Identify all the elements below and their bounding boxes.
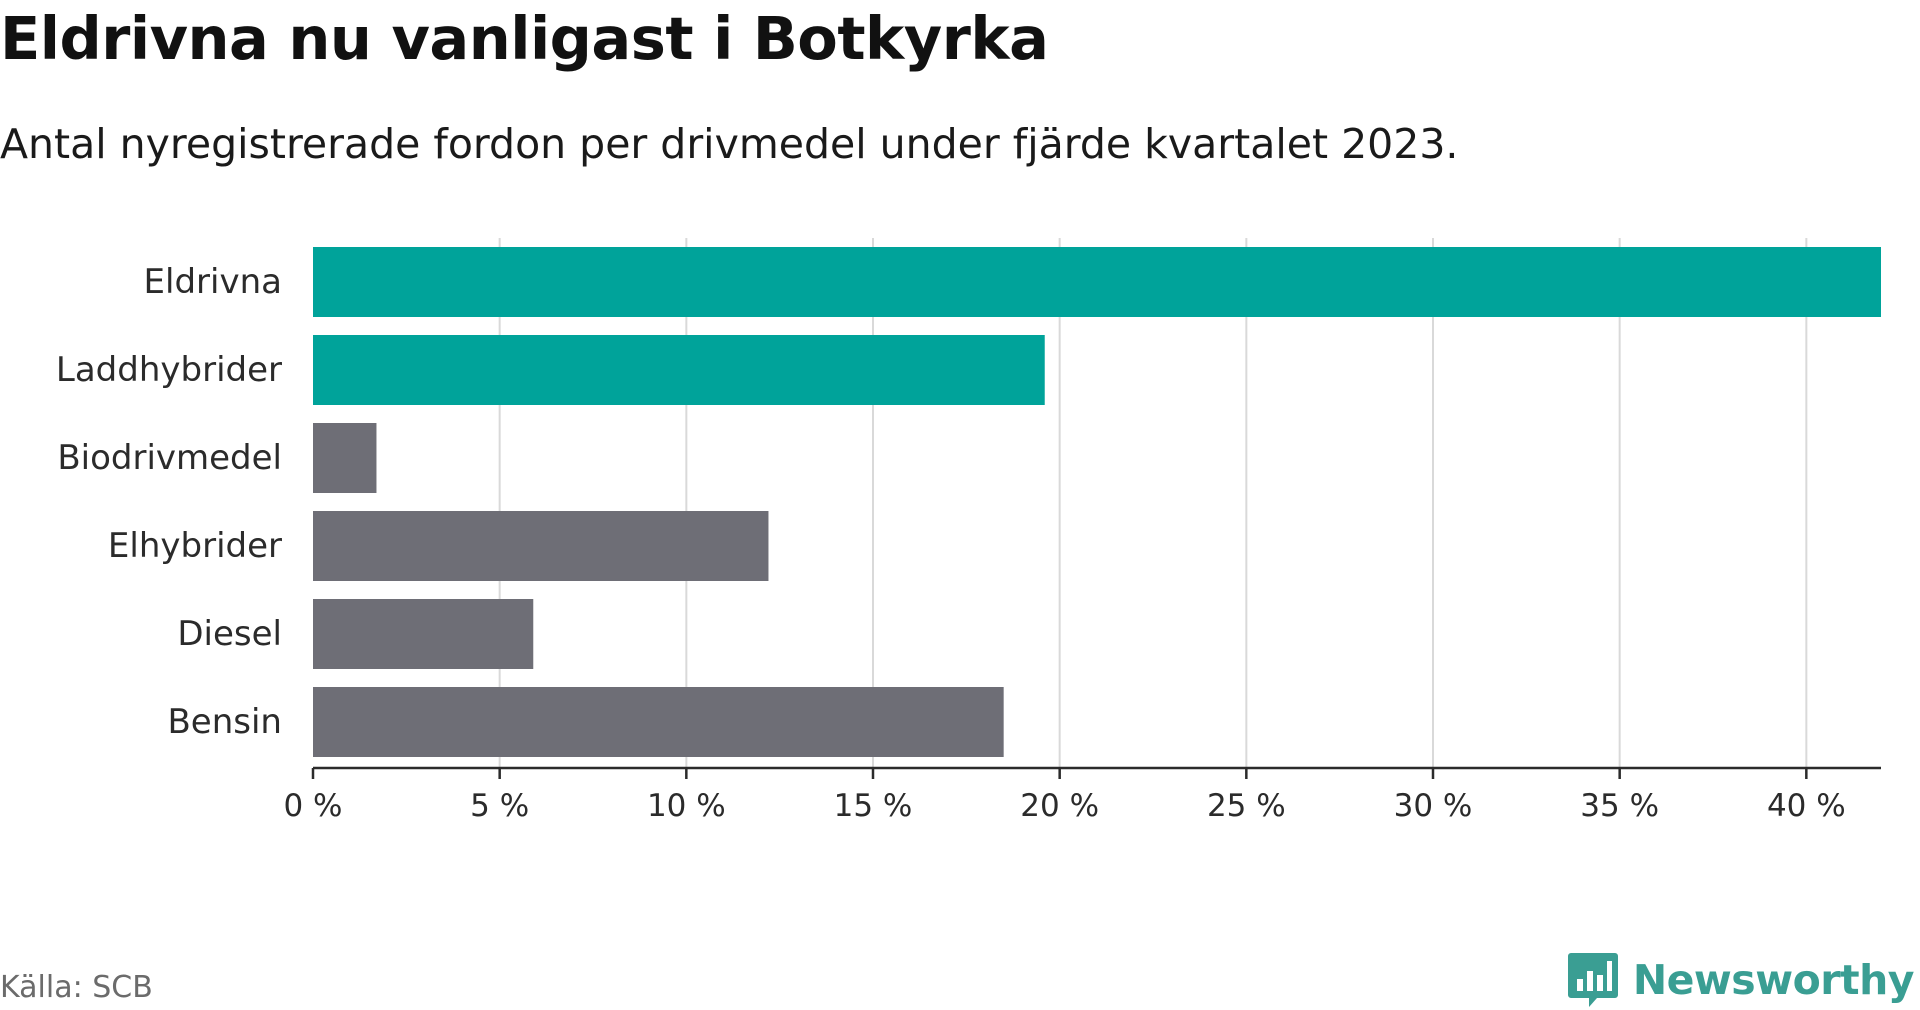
bar-chart: Eldrivna Laddhybrider Biodrivmedel Elhybrid…	[56, 238, 1881, 824]
x-tick-label-5: 5 %	[470, 788, 529, 824]
x-tick-label-0: 0 %	[283, 788, 342, 824]
newsworthy-chart-logo-icon	[1567, 953, 1618, 1007]
x-tick-label-15: 15 %	[834, 788, 913, 824]
category-label-laddhybrider: Laddhybrider	[56, 350, 282, 390]
bar-layer	[313, 247, 1881, 757]
source-note: Källa: SCB	[0, 970, 153, 1005]
chart-subtitle: Antal nyregistrerade fordon per drivmede…	[0, 120, 1459, 168]
category-label-elhybrider: Elhybrider	[108, 526, 282, 566]
bar-biodrivmedel	[313, 423, 377, 493]
x-tick-label-30: 30 %	[1394, 788, 1473, 824]
bar-bensin	[313, 687, 1004, 757]
x-tick-label-40: 40 %	[1767, 788, 1846, 824]
category-label-eldrivna: Eldrivna	[144, 262, 282, 302]
category-labels: Eldrivna Laddhybrider Biodrivmedel Elhybrid…	[56, 262, 282, 742]
category-label-bensin: Bensin	[167, 702, 282, 742]
category-label-biodrivmedel: Biodrivmedel	[57, 438, 282, 478]
bar-diesel	[313, 599, 534, 669]
x-tick-label-35: 35 %	[1580, 788, 1659, 824]
bar-eldrivna	[313, 247, 1881, 317]
chart-title: Eldrivna nu vanligast i Botkyrka	[0, 4, 1049, 73]
category-label-diesel: Diesel	[177, 614, 282, 654]
brand-name: Newsworthy	[1632, 956, 1915, 1004]
grid-layer	[498, 238, 1808, 768]
x-axis: 0 % 5 % 10 % 15 % 20 % 25 % 30 % 35 % 40 %	[283, 766, 1881, 824]
bar-elhybrider	[313, 511, 769, 581]
x-tick-label-10: 10 %	[647, 788, 726, 824]
bar-laddhybrider	[313, 335, 1045, 405]
x-tick-label-20: 20 %	[1020, 788, 1099, 824]
brand-logo: Newsworthy	[1567, 950, 1915, 1010]
x-tick-label-25: 25 %	[1207, 788, 1286, 824]
